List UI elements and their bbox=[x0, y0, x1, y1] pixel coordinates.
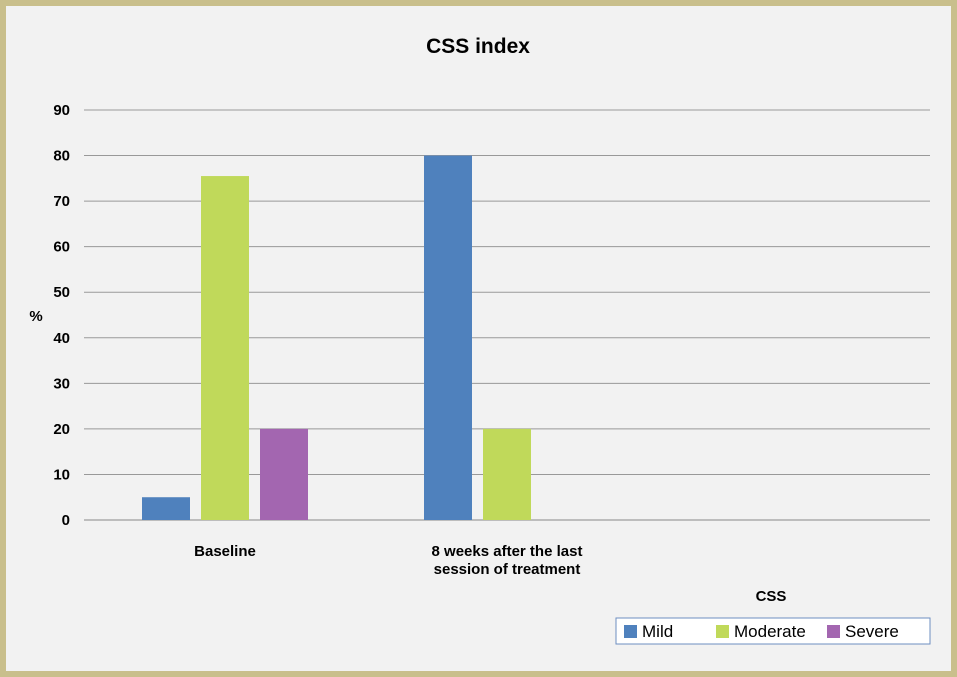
legend-label-moderate: Moderate bbox=[734, 622, 806, 641]
bar-moderate bbox=[483, 428, 531, 520]
y-tick-label: 0 bbox=[62, 512, 70, 529]
y-tick-label: 90 bbox=[53, 102, 70, 119]
y-tick-label: 70 bbox=[53, 193, 70, 210]
y-tick-label: 30 bbox=[53, 375, 70, 392]
legend-swatch-moderate bbox=[716, 625, 729, 638]
x-category-label: 8 weeks after the last bbox=[432, 543, 583, 560]
y-tick-label: 60 bbox=[53, 239, 70, 256]
y-tick-label: 40 bbox=[53, 330, 70, 347]
legend-box bbox=[615, 617, 931, 645]
legend-swatch-severe bbox=[827, 625, 840, 638]
legend-label-mild: Mild bbox=[642, 622, 673, 641]
y-tick-label: 20 bbox=[53, 421, 70, 438]
bar-mild bbox=[424, 155, 472, 521]
bar-mild bbox=[142, 497, 190, 520]
y-tick-label: 10 bbox=[53, 466, 70, 483]
y-axis-label: % bbox=[29, 308, 42, 325]
y-tick-label: 50 bbox=[53, 284, 70, 301]
x-axis-label: CSS bbox=[756, 588, 787, 605]
legend: Mild Moderate Severe bbox=[615, 617, 931, 645]
chart-title: CSS index bbox=[426, 35, 530, 58]
x-category-label: Baseline bbox=[194, 543, 256, 560]
bar-moderate bbox=[201, 176, 249, 521]
legend-label-severe: Severe bbox=[845, 622, 899, 641]
bar-severe bbox=[260, 428, 308, 520]
y-tick-label: 80 bbox=[53, 148, 70, 165]
x-category-label: session of treatment bbox=[434, 561, 581, 578]
bars bbox=[142, 155, 531, 521]
legend-swatch-mild bbox=[624, 625, 637, 638]
y-axis-ticks: 0 10 20 30 40 50 60 70 80 90 bbox=[53, 102, 70, 529]
